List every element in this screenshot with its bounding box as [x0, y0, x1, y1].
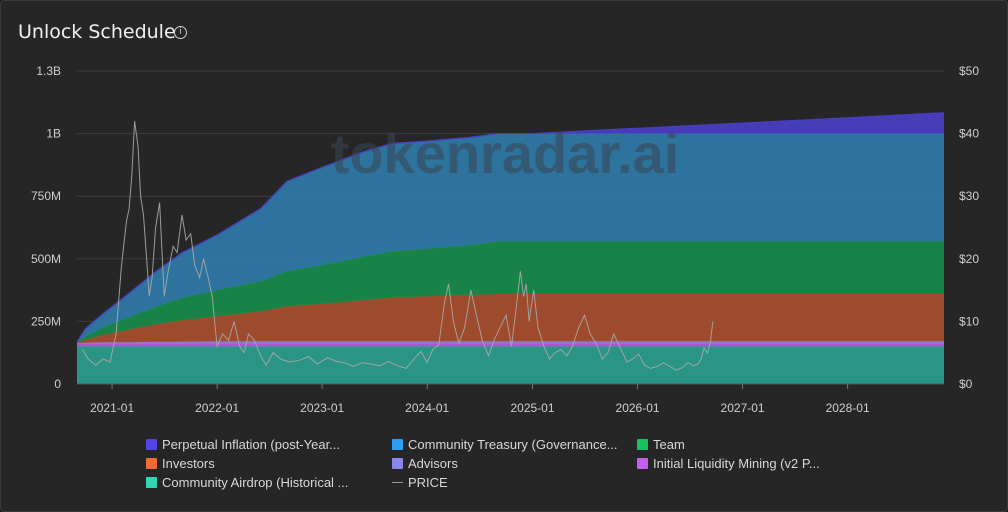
legend-label: Advisors — [408, 455, 458, 471]
legend-swatch — [637, 457, 648, 469]
info-icon[interactable]: i — [174, 26, 187, 39]
y-left-tick-label: 500M — [31, 252, 61, 266]
legend-label: Team — [653, 436, 685, 452]
y-right-tick-label: $10 — [959, 314, 979, 328]
legend-item[interactable]: Team — [637, 436, 685, 452]
x-tick-label: 2022-01 — [195, 401, 239, 415]
x-tick-label: 2028-01 — [826, 401, 870, 415]
unlock-chart: tokenradar.ai 0 250M 500M 750M 1B 1.3B $0 $10 $2… — [31, 64, 979, 415]
legend-item[interactable]: PRICE — [392, 474, 448, 490]
area-series-Community Treasury (Governance... — [77, 133, 944, 343]
legend-swatch — [637, 438, 648, 450]
x-tick-label: 2021-01 — [90, 401, 134, 415]
legend-item[interactable]: Community Treasury (Governance... — [392, 436, 618, 452]
x-tick-label: 2027-01 — [721, 401, 765, 415]
legend-label: PRICE — [408, 474, 448, 490]
legend-label: Community Airdrop (Historical ... — [162, 474, 349, 490]
chart-title: Unlock Schedule — [18, 21, 176, 43]
area-series-Community Airdrop (Historical ... — [77, 346, 944, 384]
y-left-tick-label: 1B — [46, 127, 61, 141]
price-series — [82, 121, 714, 371]
legend-swatch — [146, 457, 157, 469]
legend-item[interactable]: Initial Liquidity Mining (v2 P... — [637, 455, 820, 471]
legend-swatch — [146, 476, 157, 488]
area-series-Team — [77, 241, 944, 343]
legend-swatch — [392, 457, 403, 469]
x-tick-label: 2025-01 — [510, 401, 554, 415]
x-tick-label: 2026-01 — [616, 401, 660, 415]
legend-item[interactable]: Advisors — [392, 455, 458, 471]
legend-item[interactable]: Perpetual Inflation (post-Year... — [146, 436, 340, 452]
legend-swatch — [392, 438, 403, 450]
watermark: tokenradar.ai — [331, 122, 680, 185]
x-tick-label: 2023-01 — [300, 401, 344, 415]
legend-label: Initial Liquidity Mining (v2 P... — [653, 455, 820, 471]
y-left-tick-label: 750M — [31, 189, 61, 203]
legend-label: Perpetual Inflation (post-Year... — [162, 436, 341, 452]
y-left-tick-label: 0 — [54, 377, 61, 391]
price-line — [82, 121, 714, 371]
area-series-Initial Liquidity Mining (v2 P... — [77, 343, 944, 347]
y-left-tick-label: 1.3B — [36, 64, 61, 78]
y-right-tick-label: $50 — [959, 64, 979, 78]
axes: 0 250M 500M 750M 1B 1.3B $0 $10 $20 $30 $40 $50 2021… — [31, 64, 979, 415]
x-tick-label: 2024-01 — [405, 401, 449, 415]
area-series-edge — [76, 112, 945, 343]
y-right-tick-label: $30 — [959, 189, 979, 203]
y-right-tick-label: $20 — [959, 252, 979, 266]
legend-label: Investors — [162, 455, 215, 471]
legend-label: Community Treasury (Governance... — [408, 436, 618, 452]
y-right-tick-label: $0 — [959, 377, 973, 391]
legend-swatch — [146, 438, 157, 450]
y-right-tick-label: $40 — [959, 127, 979, 141]
legend-swatch — [392, 481, 403, 483]
y-left-tick-label: 250M — [31, 314, 61, 328]
area-series — [76, 112, 945, 384]
legend-item[interactable]: Investors — [146, 455, 215, 471]
legend-item[interactable]: Community Airdrop (Historical ... — [146, 474, 348, 490]
